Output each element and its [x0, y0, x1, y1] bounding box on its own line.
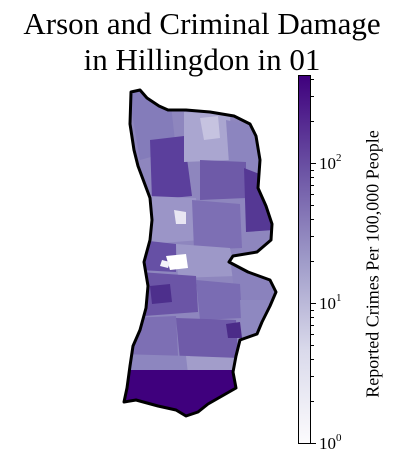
colorbar-tick-minor — [311, 219, 314, 220]
colorbar-tick-minor — [311, 194, 314, 195]
colorbar-tick-minor — [311, 401, 314, 402]
ward-area-light — [160, 260, 170, 268]
colorbar-tick-minor — [311, 261, 314, 262]
colorbar-tick-label: 102 — [319, 152, 342, 173]
colorbar-tick-minor — [311, 170, 314, 171]
colorbar-tick-minor — [311, 79, 314, 80]
colorbar-tick-label: 101 — [319, 292, 342, 313]
colorbar-gradient — [299, 76, 310, 443]
colorbar-tick-minor — [311, 334, 314, 335]
colorbar-tick-minor — [311, 205, 314, 206]
colorbar-tick-minor — [311, 96, 314, 97]
colorbar — [298, 75, 311, 444]
ward-area — [200, 116, 220, 140]
ward-area — [148, 196, 200, 244]
colorbar-tick-minor — [311, 310, 314, 311]
ward-area — [150, 136, 192, 200]
ward-area — [186, 356, 240, 374]
ward-area — [196, 280, 242, 320]
ward-area — [176, 318, 238, 360]
ward-area — [150, 284, 172, 304]
colorbar-tick-minor — [311, 325, 314, 326]
ward-area — [226, 322, 242, 338]
colorbar-tick-minor — [311, 376, 314, 377]
colorbar-tick-minor — [311, 236, 314, 237]
ward-area-light — [166, 254, 188, 270]
colorbar-tick-minor — [311, 177, 314, 178]
colorbar-tick-minor — [311, 345, 314, 346]
colorbar-tick-minor — [311, 317, 314, 318]
colorbar-tick-major — [311, 163, 316, 164]
map-title-line-1: Arson and Criminal Damage — [23, 6, 381, 41]
colorbar-tick-minor — [311, 185, 314, 186]
colorbar-label-text: Reported Crimes Per 100,000 People — [362, 130, 383, 398]
ward-area — [124, 354, 190, 372]
colorbar-tick-minor — [311, 121, 314, 122]
colorbar-tick-major — [311, 303, 316, 304]
colorbar-tick-minor — [311, 359, 314, 360]
ward-fill-group — [124, 90, 276, 416]
ward-area — [176, 244, 236, 278]
ward-area — [200, 160, 246, 200]
colorbar-tick-label: 100 — [319, 432, 342, 453]
map-title-line-2: in Hillingdon in 01 — [83, 42, 321, 77]
borough-boundary — [122, 88, 278, 418]
ward-area-light — [174, 210, 186, 224]
colorbar-tick-major — [311, 443, 316, 444]
ward-area — [192, 200, 242, 250]
